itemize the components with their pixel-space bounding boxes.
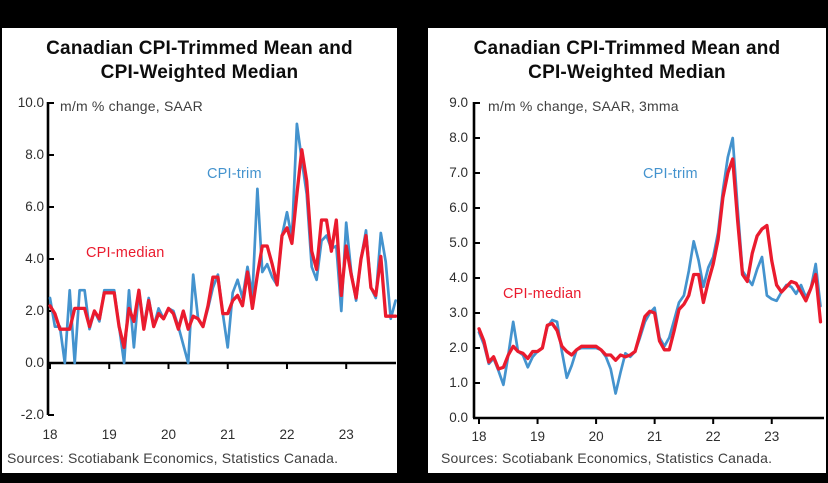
x-axis-tick-label: 22 — [279, 427, 295, 442]
y-axis-tick-label: 4.0 — [449, 270, 468, 285]
y-axis-tick-label: 2.0 — [25, 303, 44, 318]
y-axis-tick-label: 4.0 — [25, 251, 44, 266]
x-axis-tick-label: 23 — [764, 429, 780, 444]
x-axis-tick-label: 21 — [647, 429, 663, 444]
y-axis-tick-label: 0.0 — [25, 355, 44, 370]
y-axis-tick-label: 0.0 — [449, 410, 468, 425]
chart-title: Canadian CPI-Trimmed Mean and CPI-Weight… — [428, 37, 826, 85]
series-label-cpi-median: CPI-median — [86, 245, 165, 261]
x-axis-tick-label: 23 — [338, 427, 354, 442]
y-axis-tick-label: 3.0 — [449, 305, 468, 320]
y-axis-tick-label: -2.0 — [20, 407, 44, 422]
y-axis-tick-label: 6.0 — [449, 200, 468, 215]
chart-panel-right: Canadian CPI-Trimmed Mean and CPI-Weight… — [428, 28, 826, 473]
chart-title-text: Canadian CPI-Trimmed Mean and CPI-Weight… — [46, 38, 353, 83]
y-axis-tick-label: 10.0 — [17, 95, 44, 110]
y-axis-tick-label: 8.0 — [449, 130, 468, 145]
x-axis-tick-label: 19 — [101, 427, 117, 442]
chart-subtitle: m/m % change, SAAR, 3mma — [488, 98, 679, 114]
x-axis-tick-label: 21 — [220, 427, 236, 442]
y-axis-tick-label: 1.0 — [449, 375, 468, 390]
x-axis-tick-label: 20 — [160, 427, 176, 442]
chart-panel-left: Canadian CPI-Trimmed Mean and CPI-Weight… — [2, 28, 397, 473]
y-axis-tick-label: 5.0 — [449, 235, 468, 250]
series-label-cpi-trim: CPI-trim — [643, 166, 698, 182]
x-axis-tick-label: 22 — [705, 429, 721, 444]
plot-area — [46, 102, 397, 416]
source-note: Sources: Scotiabank Economics, Statistic… — [7, 450, 339, 466]
chart-title-text: Canadian CPI-Trimmed Mean and CPI-Weight… — [473, 38, 781, 83]
x-axis-tick-label: 18 — [471, 429, 487, 444]
y-axis-tick-label: 8.0 — [25, 147, 44, 162]
y-axis-tick-label: 6.0 — [25, 199, 44, 214]
series-label-cpi-trim: CPI-trim — [207, 166, 262, 182]
y-axis-tick-label: 7.0 — [449, 165, 468, 180]
x-axis-tick-label: 19 — [530, 429, 546, 444]
y-axis-tick-label: 9.0 — [449, 95, 468, 110]
plot-area — [472, 102, 824, 424]
x-axis-tick-label: 20 — [588, 429, 604, 444]
series-label-cpi-median: CPI-median — [503, 286, 582, 302]
chart-subtitle: m/m % change, SAAR — [60, 98, 203, 114]
source-note: Sources: Scotiabank Economics, Statistic… — [441, 450, 773, 466]
y-axis-tick-label: 2.0 — [449, 340, 468, 355]
x-axis-tick-label: 18 — [42, 427, 58, 442]
chart-title: Canadian CPI-Trimmed Mean and CPI-Weight… — [2, 37, 397, 85]
